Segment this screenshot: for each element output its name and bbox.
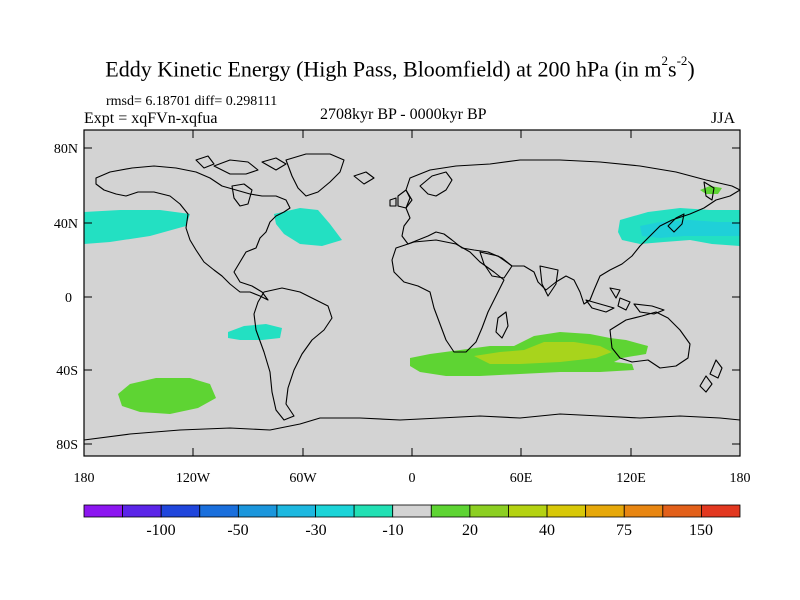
colorbar-box-5 bbox=[237, 504, 278, 518]
coastline-north-america bbox=[95, 165, 291, 301]
coastline-indonesia bbox=[585, 287, 665, 315]
colorbar-box-13 bbox=[546, 504, 587, 518]
coastline-eurasia bbox=[401, 159, 741, 305]
lat-label-0: 0 bbox=[65, 291, 72, 306]
lon-tick-4: 0 bbox=[409, 130, 416, 486]
experiment-label: Expt = xqFVn-xqfua bbox=[84, 110, 218, 127]
coastline-madagascar bbox=[495, 311, 509, 339]
lon-tick-7: 180 bbox=[730, 448, 751, 486]
colorbar-box-16 bbox=[662, 504, 702, 518]
colorbar-box-2 bbox=[122, 504, 162, 518]
lon-label-180-right: 180 bbox=[730, 471, 751, 486]
coastline-canadian-arctic bbox=[195, 155, 287, 175]
lon-label-0: 0 bbox=[409, 471, 416, 486]
lon-tick-6: 120E bbox=[616, 130, 646, 486]
anomaly-south-pacific-cyan bbox=[228, 324, 282, 340]
colorbar-box-7 bbox=[315, 504, 355, 518]
colorbar-box-12 bbox=[508, 504, 548, 518]
anomaly-north-atlantic bbox=[274, 208, 342, 246]
coastline-africa bbox=[391, 239, 505, 353]
lon-label-60w: 60W bbox=[289, 471, 317, 486]
colorbar-label-minus30: -30 bbox=[305, 522, 326, 539]
colorbar-label-minus50: -50 bbox=[227, 522, 248, 539]
colorbar-label-20: 20 bbox=[462, 522, 478, 539]
colorbar-box-9 bbox=[392, 504, 432, 518]
lat-label-80n: 80N bbox=[54, 142, 78, 157]
coastline-new-zealand bbox=[699, 359, 723, 393]
colorbar-box-10 bbox=[430, 504, 471, 518]
colorbar-label-150: 150 bbox=[689, 522, 713, 539]
anomaly-southern-indian-core bbox=[474, 342, 612, 364]
lon-tick-5: 60E bbox=[510, 130, 533, 486]
colorbar-box-3 bbox=[160, 504, 201, 518]
coastline-japan bbox=[667, 213, 685, 233]
coastline-scandinavia bbox=[419, 171, 453, 197]
coastline-kamchatka bbox=[703, 181, 715, 201]
colorbar-box-8 bbox=[353, 504, 394, 518]
lon-axis: 180 120W 60W 0 60E 120E 180 bbox=[74, 130, 751, 486]
colorbar-labels: -100 -50 -30 -10 20 40 75 150 bbox=[146, 522, 713, 539]
lat-tick-4: 40S bbox=[56, 364, 740, 379]
lat-tick-5: 80S bbox=[56, 438, 740, 453]
lon-tick-3: 60W bbox=[289, 130, 317, 486]
coastline-british-isles bbox=[389, 189, 411, 209]
anomaly-south-pacific-green bbox=[118, 378, 216, 414]
lat-label-40s: 40S bbox=[56, 364, 78, 379]
colorbar: -100 -50 -30 -10 20 40 75 150 bbox=[83, 504, 741, 539]
colorbar-boxes bbox=[83, 504, 741, 518]
colorbar-box-6 bbox=[276, 504, 316, 518]
lon-label-120e: 120E bbox=[616, 471, 646, 486]
lat-tick-3: 0 bbox=[65, 291, 740, 306]
lat-tick-2: 40N bbox=[54, 217, 740, 232]
lat-axis: 80N 40N 0 40S 80S bbox=[54, 142, 740, 453]
colorbar-box-14 bbox=[585, 504, 625, 518]
lon-label-120w: 120W bbox=[176, 471, 211, 486]
lat-label-80s: 80S bbox=[56, 438, 78, 453]
anomaly-east-asia-core bbox=[640, 220, 740, 238]
coastline-australia bbox=[609, 311, 691, 369]
colorbar-label-40: 40 bbox=[539, 522, 555, 539]
lon-label-60e: 60E bbox=[510, 471, 533, 486]
anomaly-layer bbox=[84, 186, 740, 414]
lon-tick-2: 120W bbox=[176, 130, 211, 486]
colorbar-box-4 bbox=[199, 504, 239, 518]
lon-tick-1: 180 bbox=[74, 448, 95, 486]
rmsd-diff-label: rmsd= 6.18701 diff= 0.298111 bbox=[106, 94, 278, 109]
period-label: 2708kyr BP - 0000kyr BP bbox=[320, 106, 487, 123]
lat-tick-1: 80N bbox=[54, 142, 740, 157]
lon-label-180-left: 180 bbox=[74, 471, 95, 486]
coastline-iceland bbox=[353, 171, 375, 185]
colorbar-label-minus100: -100 bbox=[146, 522, 175, 539]
plot-title: Eddy Kinetic Energy (High Pass, Bloomfie… bbox=[105, 53, 695, 82]
colorbar-label-minus10: -10 bbox=[382, 522, 403, 539]
colorbar-box-11 bbox=[469, 504, 509, 518]
coastline-south-america bbox=[253, 287, 333, 421]
season-label: JJA bbox=[711, 110, 736, 127]
colorbar-box-17 bbox=[701, 504, 741, 518]
coastlines bbox=[83, 153, 741, 441]
coastline-antarctica bbox=[83, 413, 741, 441]
anomaly-north-pacific-east bbox=[84, 210, 190, 244]
lat-label-40n: 40N bbox=[54, 217, 78, 232]
coastline-greenland bbox=[285, 153, 345, 197]
colorbar-box-15 bbox=[623, 504, 664, 518]
colorbar-label-75: 75 bbox=[616, 522, 632, 539]
coastline-hudson-bay bbox=[231, 183, 253, 207]
colorbar-box-1 bbox=[83, 504, 123, 518]
coastline-arabia-india bbox=[479, 251, 559, 297]
